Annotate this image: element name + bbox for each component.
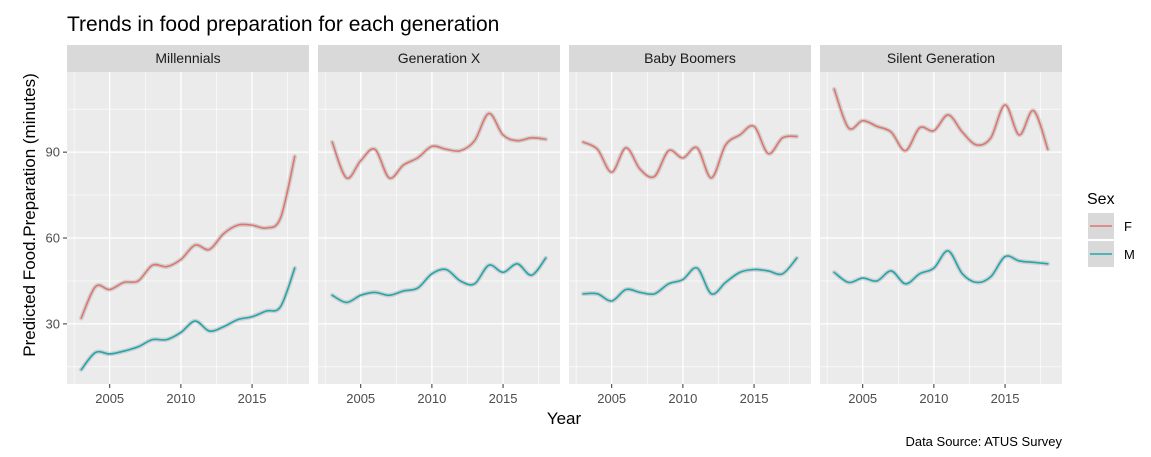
x-tick-label: 2010 [919,391,948,406]
series-line-m [80,267,296,371]
x-tick-label: 2005 [346,391,375,406]
series-line-f [582,124,798,179]
legend-label: M [1124,247,1135,262]
x-tick-label: 2015 [489,391,518,406]
data-source-caption: Data Source: ATUS Survey [905,434,1062,449]
facet-strip [67,45,309,72]
legend-keys: FM [1088,213,1135,267]
panel-background [318,72,560,384]
facet-strip-label: Generation X [398,50,481,66]
series-line-m [331,257,547,304]
facet-strip [318,45,560,72]
series-line-f [331,112,547,180]
x-tick-label: 2015 [991,391,1020,406]
facet-strip-label: Silent Generation [887,50,995,66]
panel-silent-generation: Silent Generation 2005 2010 2015 [820,45,1062,406]
x-tick-label: 2015 [238,391,267,406]
series-line-m [833,250,1049,285]
y-tick-label: 90 [46,145,60,160]
x-tick-label: 2010 [668,391,697,406]
panel-generation-x: Generation X 2005 2010 2015 [318,45,560,406]
facet-strip [569,45,811,72]
facet-strip-label: Millennials [155,50,220,66]
facet-strip-label: Baby Boomers [644,50,736,66]
panel-background [820,72,1062,384]
legend-label: F [1124,219,1132,234]
x-tick-label: 2005 [95,391,124,406]
series-line-m [582,257,798,302]
legend: Sex FM [1087,191,1135,267]
x-tick-label: 2005 [597,391,626,406]
x-tick-label: 2010 [166,391,195,406]
x-tick-label: 2015 [740,391,769,406]
series-line-f [80,155,296,319]
legend-key-f: F [1088,213,1132,239]
legend-key-m: M [1088,241,1135,267]
y-tick-label: 30 [46,316,60,331]
y-tick-label: 60 [46,231,60,246]
panel-baby-boomers: Baby Boomers 2005 2010 2015 [569,45,811,406]
panel-background [569,72,811,384]
x-tick-label: 2005 [848,391,877,406]
y-axis-title: Predicted Food.Preparation (minutes) [20,73,39,356]
legend-title: Sex [1087,191,1115,208]
facet-panels: Millennials 2005 2010 2015 30 60 90 Generation … [46,45,1062,406]
series-line-f [833,88,1049,152]
facet-strip [820,45,1062,72]
chart-title: Trends in food preparation for each gene… [67,13,499,36]
panel-millennials: Millennials 2005 2010 2015 30 60 90 [46,45,309,406]
x-axis-title: Year [547,409,582,428]
x-tick-label: 2010 [417,391,446,406]
